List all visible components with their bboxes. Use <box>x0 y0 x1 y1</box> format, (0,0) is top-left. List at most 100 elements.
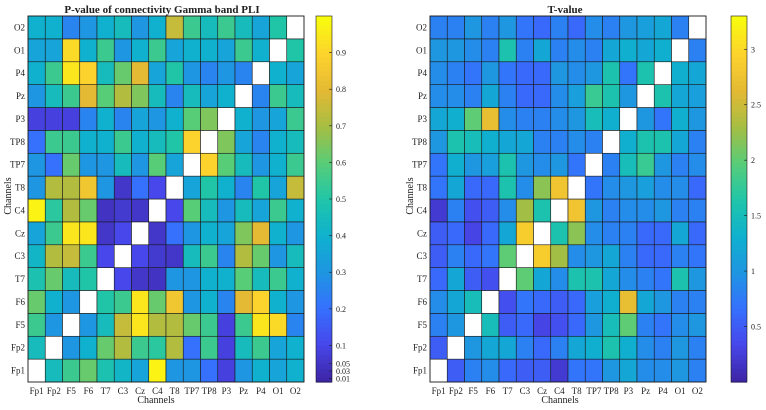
tvalue-colorbar-segment <box>731 212 747 218</box>
pvalue-cell <box>286 84 305 108</box>
tvalue-cell <box>584 152 603 177</box>
tvalue-cell <box>584 290 603 314</box>
tvalue-cell <box>550 221 569 246</box>
tvalue-y-tick-label: C3 <box>416 251 427 261</box>
tvalue-cell <box>498 313 517 337</box>
pvalue-cell <box>269 130 288 154</box>
pvalue-colorbar-segment <box>316 189 332 196</box>
pvalue-cell <box>234 358 253 383</box>
tvalue-colorbar-segment <box>731 116 747 122</box>
pvalue-colorbar-segment <box>316 308 332 314</box>
pvalue-cell <box>79 290 98 314</box>
pvalue-colorbar-segment <box>316 221 332 228</box>
pvalue-cell <box>27 313 46 337</box>
tvalue-cell <box>602 198 621 223</box>
pvalue-cell <box>165 313 184 337</box>
tvalue-colorbar-tick-label: 1 <box>751 267 755 276</box>
tvalue-colorbar-segment <box>731 359 747 365</box>
tvalue-cell <box>533 175 552 200</box>
tvalue-y-tick-label: Fp1 <box>413 366 427 376</box>
tvalue-cell <box>533 313 552 337</box>
pvalue-cell <box>27 335 46 360</box>
tvalue-cell <box>653 175 672 200</box>
pvalue-cell <box>96 244 115 268</box>
tvalue-colorbar-segment <box>731 290 747 296</box>
pvalue-cell <box>131 290 150 314</box>
tvalue-cell <box>464 130 483 154</box>
pvalue-colorbar-segment <box>316 331 332 337</box>
tvalue-cell <box>515 84 534 108</box>
pvalue-cell <box>286 107 305 131</box>
pvalue-cell <box>79 15 98 40</box>
tvalue-cell <box>636 221 655 246</box>
pvalue-cell <box>182 84 201 108</box>
pvalue-cell <box>200 221 219 246</box>
pvalue-cell <box>27 175 46 200</box>
tvalue-cell <box>653 221 672 246</box>
tvalue-cell <box>602 221 621 246</box>
pvalue-cell <box>182 152 201 177</box>
tvalue-cell <box>481 107 500 131</box>
tvalue-colorbar-segment <box>731 363 747 369</box>
pvalue-cell <box>200 130 219 154</box>
tvalue-plot-frame <box>429 15 707 383</box>
tvalue-cell <box>671 61 690 85</box>
tvalue-cell <box>671 152 690 177</box>
tvalue-colorbar-segment <box>731 336 747 342</box>
pvalue-colorbar-segment <box>316 153 332 159</box>
pvalue-cell <box>148 335 167 360</box>
pvalue-cell <box>286 152 305 177</box>
tvalue-x-tick-label: C3 <box>520 386 531 396</box>
pvalue-x-tick-label: O1 <box>273 386 284 396</box>
pvalue-colorbar-segment <box>316 180 332 186</box>
tvalue-cell <box>515 313 534 337</box>
pvalue-colorbar-segment <box>316 194 332 200</box>
tvalue-cell <box>653 38 672 63</box>
pvalue-cell <box>62 313 81 337</box>
pvalue-colorbar-segment <box>316 144 332 150</box>
pvalue-colorbar-segment <box>316 20 332 26</box>
tvalue-cell <box>498 175 517 200</box>
pvalue-colorbar-segment <box>316 258 332 264</box>
pvalue-cell <box>113 244 132 268</box>
tvalue-colorbar-segment <box>731 327 747 333</box>
tvalue-cell <box>602 313 621 337</box>
tvalue-cell <box>567 15 586 40</box>
tvalue-y-axis-label: Channels <box>405 177 416 214</box>
pvalue-cell <box>286 244 305 268</box>
pvalue-colorbar-segment <box>316 203 332 209</box>
pvalue-colorbar-segment <box>316 363 332 369</box>
pvalue-cell <box>234 290 253 314</box>
pvalue-cell <box>234 61 253 85</box>
tvalue-colorbar-segment <box>731 208 747 214</box>
tvalue-cell <box>550 130 569 154</box>
pvalue-cell <box>165 107 184 131</box>
tvalue-x-tick-label: Fp1 <box>432 386 446 396</box>
pvalue-colorbar-segment <box>316 299 332 305</box>
tvalue-cell <box>446 15 465 40</box>
pvalue-colorbar-segment <box>316 171 332 177</box>
pvalue-colorbar-segment <box>316 212 332 218</box>
tvalue-cell <box>636 130 655 154</box>
tvalue-x-tick-label: T7 <box>503 386 513 396</box>
tvalue-cell <box>481 335 500 360</box>
pvalue-colorbar-segment <box>316 34 332 40</box>
tvalue-cell <box>498 198 517 223</box>
pvalue-x-tick-label: Fp2 <box>47 386 61 396</box>
tvalue-colorbar-segment <box>731 217 747 223</box>
tvalue-cell <box>602 267 621 291</box>
pvalue-cell <box>251 15 270 40</box>
tvalue-cell <box>602 38 621 63</box>
pvalue-cell <box>27 84 46 108</box>
pvalue-cell <box>131 130 150 154</box>
tvalue-cell <box>515 175 534 200</box>
tvalue-cell <box>688 290 707 314</box>
tvalue-cell <box>671 290 690 314</box>
pvalue-cell <box>96 358 115 383</box>
tvalue-cell <box>446 175 465 200</box>
pvalue-cell <box>234 107 253 131</box>
pvalue-y-tick-label: F5 <box>15 320 25 330</box>
pvalue-cell <box>234 130 253 154</box>
tvalue-colorbar-segment <box>731 226 747 232</box>
tvalue-cell <box>671 335 690 360</box>
